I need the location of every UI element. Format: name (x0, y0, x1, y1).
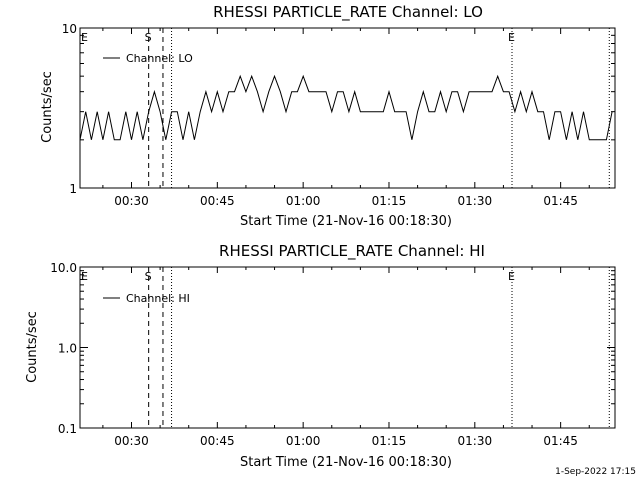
plot-frame-lo (79, 27, 616, 189)
legend-label-lo: Channel: LO (126, 52, 193, 65)
panel-lo: RHESSI PARTICLE_RATE Channel: LO 00:30 00… (40, 3, 616, 229)
x-tick-label-hi-01-00: 01:00 (286, 434, 321, 448)
footer-timestamp: 1-Sep-2022 17:15 (555, 467, 636, 477)
panel-hi: RHESSI PARTICLE_RATE Channel: HI 00:30 00… (25, 242, 616, 470)
x-axis-label-hi: Start Time (21-Nov-16 00:18:30) (240, 455, 452, 470)
event-label-hi-e: E (508, 270, 515, 283)
event-label-hi-s: S (145, 270, 152, 283)
plot-area-hi: 00:30 00:45 01:00 01:15 01:30 01:45 0.1 1.0 10.0… (50, 261, 616, 448)
plot-area-lo: 00:30 00:45 01:00 01:15 01:30 01:45 1 10 E S E (62, 22, 616, 208)
x-tick-label-hi-01-15: 01:15 (372, 434, 407, 448)
x-tick-label-lo-01-00: 01:00 (286, 194, 321, 208)
x-tick-label-lo-01-45: 01:45 (543, 194, 578, 208)
x-tick-label-lo-01-15: 01:15 (372, 194, 407, 208)
x-tick-label-lo-00-45: 00:45 (200, 194, 235, 208)
x-tick-label-hi-01-30: 01:30 (458, 434, 493, 448)
x-tick-label-lo-00-30: 00:30 (114, 194, 149, 208)
x-axis-label-lo: Start Time (21-Nov-16 00:18:30) (240, 214, 452, 229)
chart-title-hi: RHESSI PARTICLE_RATE Channel: HI (219, 242, 485, 261)
event-label-hi-e: E (81, 270, 88, 283)
y-tick-label-hi-1-0: 1.0 (58, 342, 77, 356)
event-label-lo-s: S (145, 31, 152, 44)
y-tick-label-lo-1: 1 (69, 182, 77, 196)
event-label-lo-e: E (81, 31, 88, 44)
x-tick-label-hi-00-30: 00:30 (114, 434, 149, 448)
x-tick-label-lo-01-30: 01:30 (458, 194, 493, 208)
legend-label-hi: Channel: HI (126, 292, 190, 305)
y-tick-label-lo-10: 10 (62, 22, 77, 36)
x-tick-label-hi-01-45: 01:45 (543, 434, 578, 448)
y-axis-label-lo: Counts/sec (40, 71, 55, 143)
x-tick-label-hi-00-45: 00:45 (200, 434, 235, 448)
y-tick-label-hi-10-0: 10.0 (50, 261, 77, 275)
y-axis-label-hi: Counts/sec (25, 311, 40, 383)
series-line-lo (79, 74, 613, 141)
event-label-lo-e: E (508, 31, 515, 44)
chart-title-lo: RHESSI PARTICLE_RATE Channel: LO (213, 3, 483, 22)
y-tick-label-hi-0-1: 0.1 (58, 422, 77, 436)
